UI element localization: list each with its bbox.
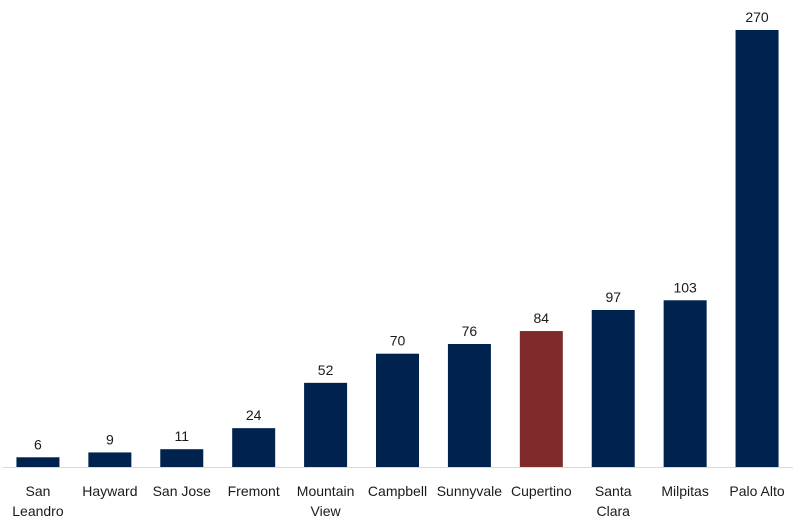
bar-9 [663,300,707,467]
bar-4 [304,382,348,467]
category-label-3: Fremont [228,483,280,499]
data-label-6: 76 [462,323,478,339]
bar-2 [160,449,204,467]
category-label-7: Cupertino [511,483,572,499]
data-label-8: 97 [605,289,621,305]
bar-1 [88,452,132,467]
category-label-0: San Leandro [12,483,64,519]
data-label-7: 84 [534,310,550,326]
bar-3 [232,428,276,467]
bar-8 [591,310,635,467]
bar-7 [519,331,563,467]
data-label-9: 103 [673,279,697,295]
category-label-2: San Jose [153,483,212,499]
data-label-0: 6 [34,436,42,452]
category-label-9: Milpitas [661,483,708,499]
data-label-2: 11 [174,428,189,444]
data-label-4: 52 [318,362,334,378]
category-label-4: Mountain View [297,483,355,519]
category-label-8: Santa Clara [595,483,632,519]
bar-0 [16,457,60,467]
bar-5 [376,353,419,467]
category-label-5: Campbell [368,483,427,499]
data-label-10: 270 [745,9,769,25]
category-label-6: Sunnyvale [437,483,503,499]
data-label-5: 70 [390,333,406,349]
bar-10 [735,30,779,467]
data-label-3: 24 [246,407,262,423]
category-label-10: Palo Alto [729,483,784,499]
category-label-1: Hayward [82,483,137,499]
data-label-1: 9 [106,431,114,447]
bar-6 [447,343,491,467]
